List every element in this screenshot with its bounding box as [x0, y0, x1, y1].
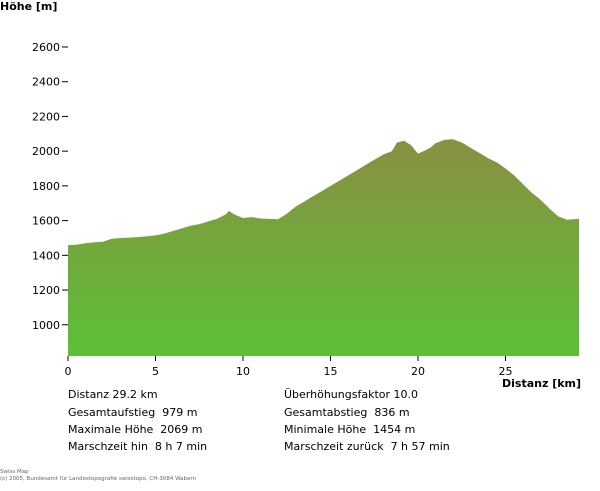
stat-exaggeration: Überhöhungsfaktor 10.0 [284, 388, 418, 401]
y-tick-label: 1000 [32, 319, 60, 332]
x-tick-label: 10 [236, 365, 250, 378]
x-axis-label: Distanz [km] [502, 377, 581, 390]
stat-walk-time-back: Marschzeit zurück 7 h 57 min [284, 440, 450, 453]
elevation-area [68, 139, 579, 356]
y-tick-label: 1600 [32, 215, 60, 228]
footer-line-1: Swiss Map [0, 469, 29, 475]
stat-min-height: Minimale Höhe 1454 m [284, 423, 416, 436]
stat-walk-time-forward: Marschzeit hin 8 h 7 min [68, 440, 208, 453]
x-tick-label: 25 [499, 365, 513, 378]
stat-distance: Distanz 29.2 km [68, 388, 158, 401]
x-tick-label: 5 [152, 365, 159, 378]
x-tick-label: 15 [324, 365, 338, 378]
y-tick-label: 2000 [32, 145, 60, 158]
y-tick-label: 2200 [32, 110, 60, 123]
x-tick-label: 0 [65, 365, 72, 378]
elevation-profile-chart: Höhe [m] Distanz [km] 1000 1200 1400 1600 18… [0, 0, 581, 390]
stat-total-descent: Gesamtabstieg 836 m [284, 406, 410, 419]
copyright-footer: Swiss Map (c) 2005, Bundesamt für Landes… [0, 469, 196, 483]
y-tick-label: 1800 [32, 180, 60, 193]
y-tick-label: 2600 [32, 41, 60, 54]
y-tick-label: 1200 [32, 284, 60, 297]
footer-line-2: (c) 2005, Bundesamt für Landestopografie… [0, 476, 197, 482]
stat-total-ascent: Gesamtaufstieg 979 m [68, 406, 198, 419]
y-axis-label: Höhe [m] [0, 0, 57, 13]
x-tick-label: 20 [411, 365, 425, 378]
y-tick-label: 2400 [32, 76, 60, 89]
y-tick-label: 1400 [32, 249, 60, 262]
stat-max-height: Maximale Höhe 2069 m [68, 423, 203, 436]
